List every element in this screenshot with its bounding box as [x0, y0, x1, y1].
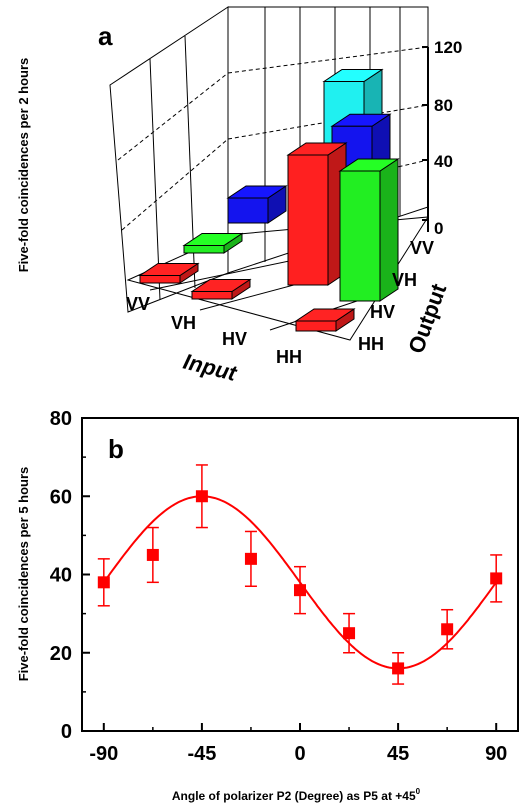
data-point	[490, 554, 503, 603]
y-tick-label: 20	[50, 643, 72, 665]
panel-b-ylabel: Five-fold coincidences per 5 hours	[16, 467, 31, 682]
data-point	[244, 530, 257, 587]
y-tick-label: 0	[61, 721, 72, 743]
panel-a-letter: a	[98, 21, 113, 51]
bars-3d	[138, 68, 400, 332]
input-category-label: HV	[222, 329, 247, 349]
y-tick-label: 60	[50, 486, 72, 508]
panel-b-axes: -90 -45 0 45 90 0 20 40 60 80	[50, 408, 508, 765]
output-category-label: HV	[370, 302, 395, 322]
panel-a-3d-bar-chart: 120 80 40 0 VV VH HV HH Input HH HV VH V…	[16, 6, 462, 387]
panel-b-xlabel-superscript: 0	[416, 787, 421, 796]
output-category-label: HH	[358, 334, 384, 354]
z-tick-label: 120	[434, 38, 462, 57]
z-axis: 120 80 40 0	[422, 38, 462, 238]
data-point	[294, 565, 306, 615]
z-tick-label: 80	[434, 96, 453, 115]
bar-3d	[338, 158, 400, 302]
bar-3d	[138, 262, 200, 284]
data-point	[97, 558, 110, 607]
z-tick-label: 0	[434, 219, 443, 238]
data-point	[343, 612, 356, 654]
data-point	[441, 608, 454, 650]
data-points	[97, 464, 503, 685]
data-point	[392, 652, 405, 685]
y-tick-label: 80	[50, 408, 72, 430]
input-category-label: VV	[126, 294, 150, 314]
x-tick-label: -90	[89, 743, 118, 765]
z-tick-label: 40	[434, 152, 453, 171]
output-category-label: VH	[392, 270, 417, 290]
panel-a-ylabel: Five-fold coincidences per 2 hours	[16, 58, 31, 273]
output-axis-title: Output	[403, 280, 451, 357]
bar-3d	[190, 278, 252, 300]
bar-3d	[294, 308, 356, 332]
x-tick-label: 90	[485, 743, 507, 765]
panel-b-scatter-chart: -90 -45 0 45 90 0 20 40 60 80 b Five-fold coincid…	[16, 408, 519, 803]
data-point	[195, 464, 208, 529]
x-tick-label: 45	[387, 743, 409, 765]
x-tick-label: 0	[294, 743, 305, 765]
data-point	[146, 526, 159, 584]
output-category-label: VV	[410, 238, 434, 258]
bar-3d	[226, 185, 288, 224]
x-tick-label: -45	[187, 743, 216, 765]
panel-b-xlabel: Angle of polarizer P2 (Degree) as P5 at …	[172, 787, 421, 803]
input-axis-title: Input	[181, 349, 241, 387]
input-category-label: VH	[171, 313, 196, 333]
bar-3d	[182, 232, 244, 254]
y-tick-label: 40	[50, 565, 72, 587]
panel-b-xlabel-text: Angle of polarizer P2 (Degree) as P5 at …	[172, 789, 416, 803]
panel-b-letter: b	[108, 434, 124, 464]
input-category-label: HH	[276, 347, 302, 367]
bar-3d	[286, 142, 348, 286]
